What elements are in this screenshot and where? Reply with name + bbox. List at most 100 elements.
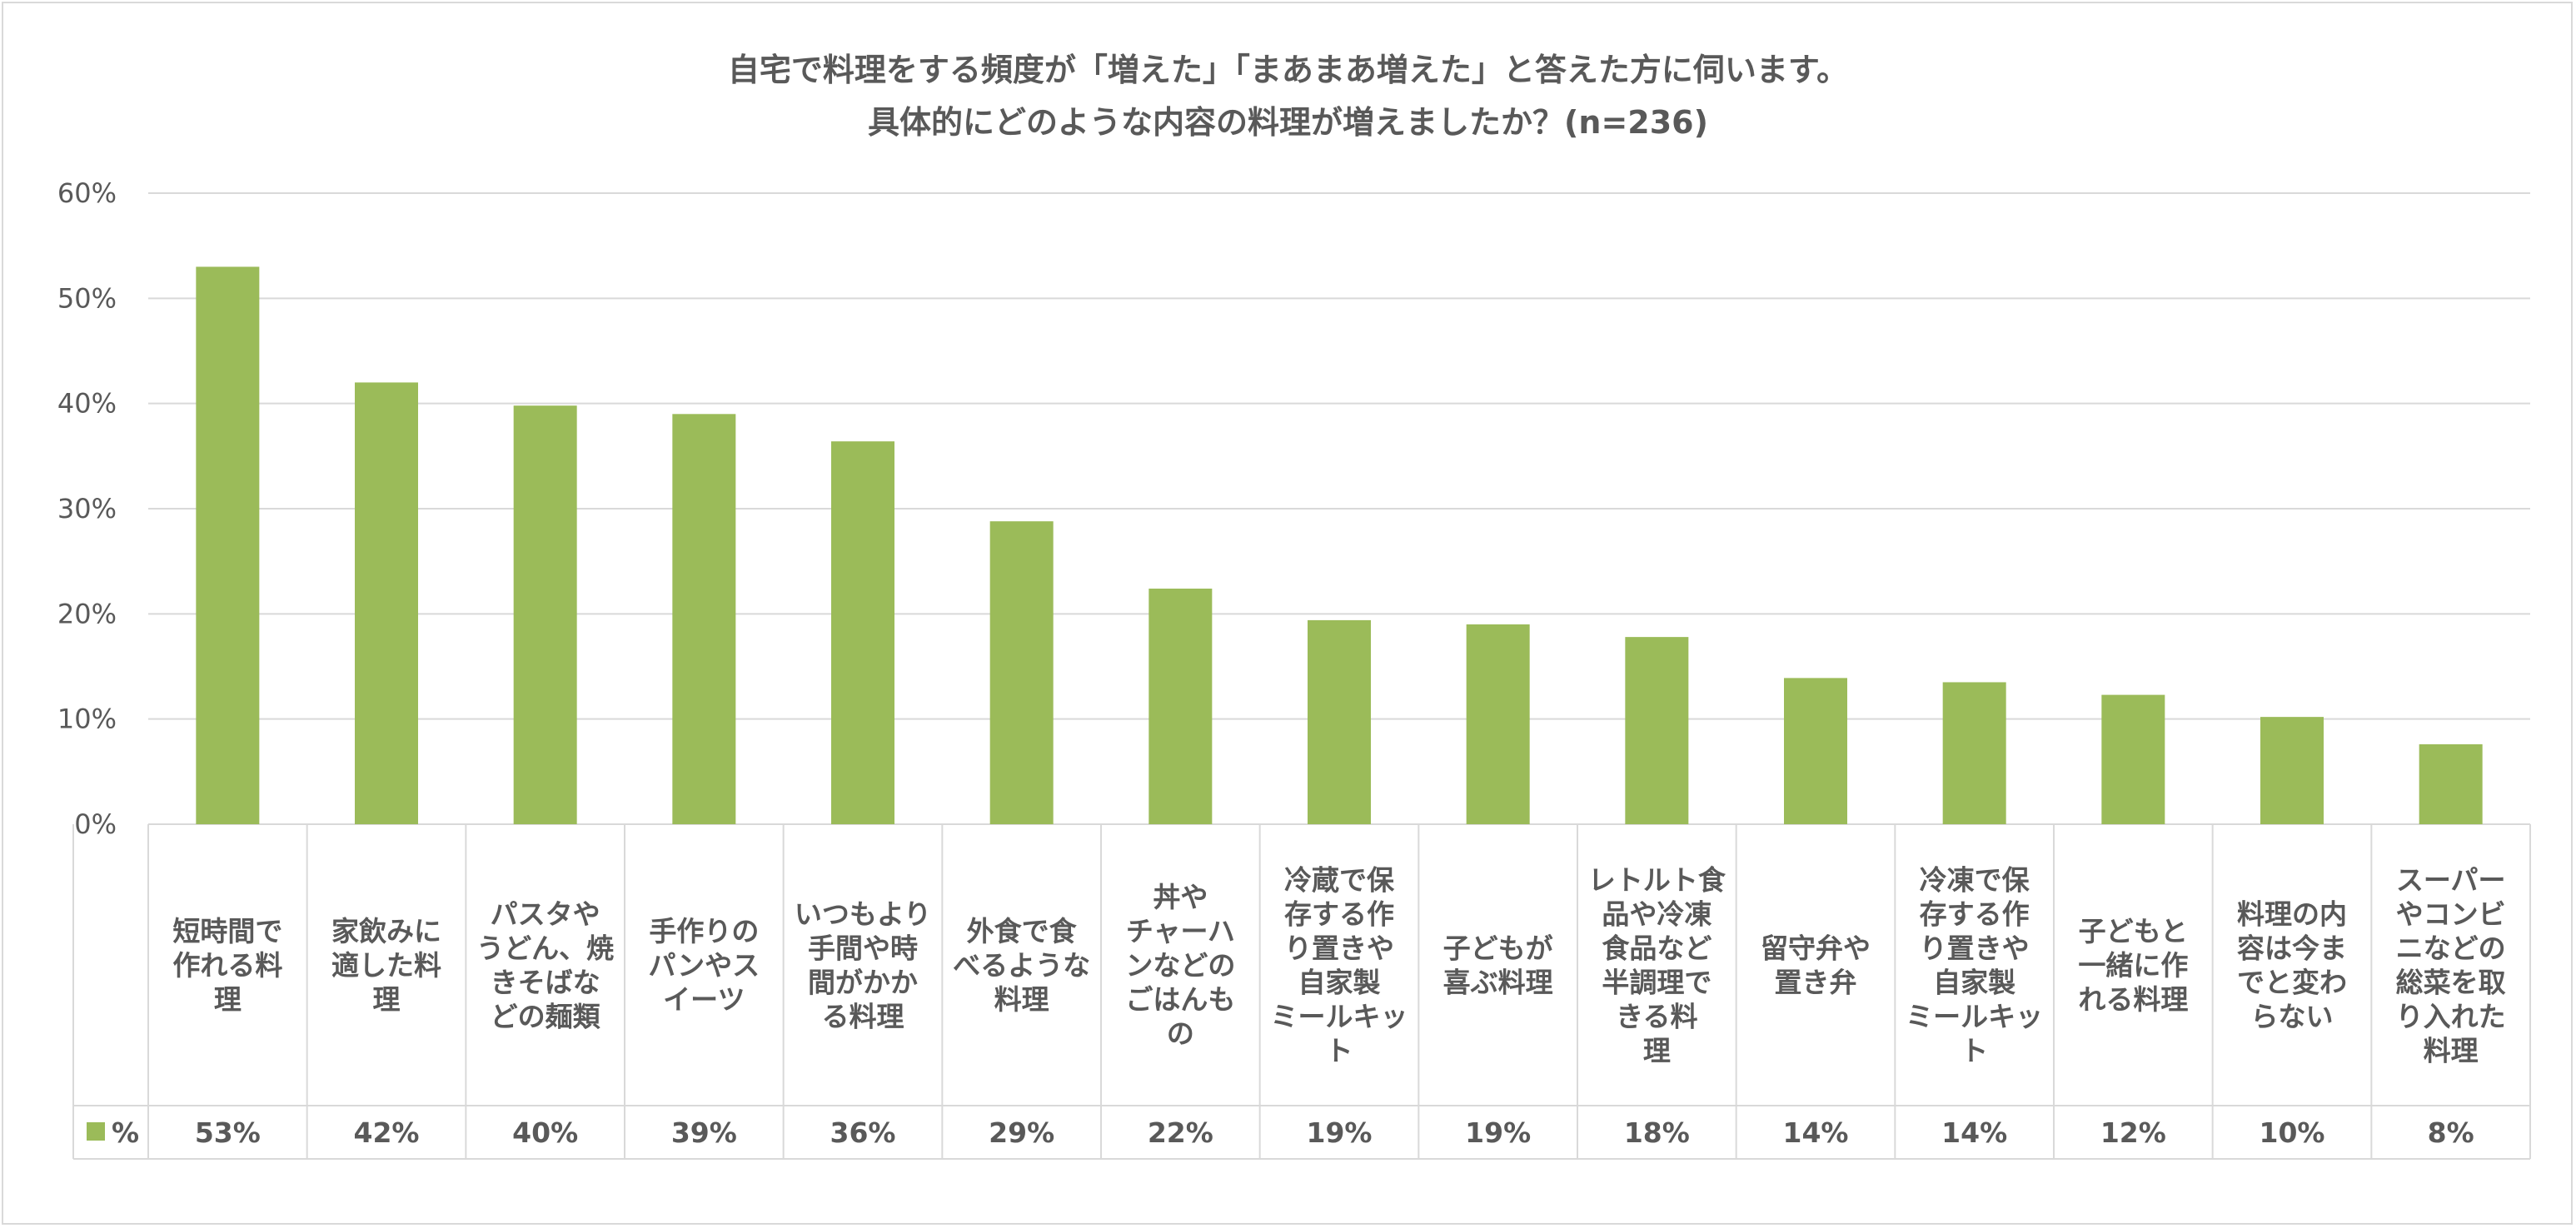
category-label: 料理 xyxy=(994,983,1049,1016)
category-label: ト xyxy=(1326,1035,1353,1067)
data-label: 39% xyxy=(671,1116,737,1149)
y-tick-label: 30% xyxy=(57,493,117,525)
category-label: うどん、焼 xyxy=(476,932,614,965)
category-label: れる料理 xyxy=(2078,983,2188,1016)
data-label: 29% xyxy=(989,1116,1054,1149)
category-label: 存する作 xyxy=(1920,898,2030,931)
category-label: 総菜を取 xyxy=(2396,967,2506,999)
category-label: 料理の内 xyxy=(2237,898,2347,931)
category-label: でと変わ xyxy=(2237,967,2347,999)
category-label: 半調理で xyxy=(1602,967,1712,999)
bar xyxy=(2260,717,2324,824)
category-label: の xyxy=(1167,1017,1194,1050)
bar xyxy=(831,441,894,824)
category-label: 品や冷凍 xyxy=(1602,898,1712,931)
category-label: り入れた xyxy=(2396,1001,2506,1033)
category-label: 手作りの xyxy=(649,915,759,947)
category-label: 理 xyxy=(1643,1035,1671,1067)
category-label: パスタや xyxy=(491,898,600,931)
category-label: ミールキッ xyxy=(1271,1001,1408,1033)
category-label: 丼や xyxy=(1153,881,1208,913)
chart-title-line1: 自宅で料理をする頻度が「増えた」「まあまあ増えた」と答えた方に伺います。 xyxy=(727,52,1849,88)
data-label: 8% xyxy=(2428,1116,2474,1149)
data-label: 18% xyxy=(1624,1116,1690,1149)
category-label: レトルト食 xyxy=(1588,864,1726,897)
category-label: 子どもと xyxy=(2079,915,2188,947)
category-label: 留守弁や xyxy=(1761,932,1871,965)
category-label: どの麺類 xyxy=(491,1001,601,1033)
category-label: きる料 xyxy=(1616,1001,1697,1033)
category-label: 短時間で xyxy=(172,915,282,947)
category-label: 理 xyxy=(214,983,242,1016)
category-label: 一緒に作 xyxy=(2078,949,2188,982)
category-label: 理 xyxy=(373,983,401,1016)
bar xyxy=(513,405,577,824)
category-label: 冷凍で保 xyxy=(1920,864,2030,897)
category-label: 料理 xyxy=(2424,1035,2479,1067)
bar xyxy=(196,266,260,824)
category-label: ニなどの xyxy=(2396,932,2506,965)
chart-title-line2: 具体的にどのような内容の料理が増えましたか？(n=236) xyxy=(868,104,1708,141)
category-label: スーパー xyxy=(2396,864,2506,897)
bar xyxy=(1942,682,2006,824)
data-label: 19% xyxy=(1465,1116,1531,1149)
data-label: 10% xyxy=(2260,1116,2325,1149)
category-label: パンやス xyxy=(649,949,760,982)
data-label: 22% xyxy=(1148,1116,1213,1149)
category-label: らない xyxy=(2251,1001,2334,1033)
bar xyxy=(2101,694,2165,824)
category-label: 容は今ま xyxy=(2237,932,2347,965)
data-label: 19% xyxy=(1307,1116,1373,1149)
y-tick-label: 10% xyxy=(57,703,117,735)
bar xyxy=(989,521,1054,824)
bar xyxy=(672,414,736,824)
category-label: ごはんも xyxy=(1125,983,1235,1016)
category-label: 喜ぶ料理 xyxy=(1443,967,1553,999)
category-label: 作れる料 xyxy=(172,949,282,982)
y-tick-label: 0% xyxy=(74,808,117,840)
category-label: り置きや xyxy=(1284,932,1394,965)
category-label: イーツ xyxy=(663,983,745,1016)
category-label: チャーハ xyxy=(1126,915,1235,947)
category-label: やコンビ xyxy=(2396,898,2506,931)
category-label: 食品など xyxy=(1602,932,1712,965)
category-label: ミールキッ xyxy=(1906,1001,2043,1033)
category-label: 置き弁 xyxy=(1775,967,1857,999)
data-label: 53% xyxy=(195,1116,261,1149)
data-label: 14% xyxy=(1941,1116,2007,1149)
bar xyxy=(1308,619,1371,824)
data-label: 40% xyxy=(512,1116,578,1149)
data-label: 14% xyxy=(1783,1116,1849,1149)
data-label: 12% xyxy=(2100,1116,2166,1149)
category-label: べるような xyxy=(953,949,1090,982)
category-label: 存する作 xyxy=(1284,898,1394,931)
bar xyxy=(1466,624,1530,824)
category-label: 間がかか xyxy=(808,967,918,999)
bar xyxy=(1784,678,1847,824)
category-label: 冷蔵で保 xyxy=(1284,864,1395,897)
category-label: ト xyxy=(1961,1035,1988,1067)
legend-label: % xyxy=(112,1116,139,1149)
bar xyxy=(1148,589,1213,824)
bar xyxy=(355,382,418,824)
y-tick-label: 40% xyxy=(57,388,117,420)
category-label: 自家製 xyxy=(1933,967,2015,999)
legend-swatch xyxy=(87,1122,105,1141)
category-label: 手間や時 xyxy=(808,932,918,965)
y-tick-label: 60% xyxy=(57,177,117,209)
category-label: 子どもが xyxy=(1443,932,1553,965)
category-label: ンなどの xyxy=(1125,949,1235,982)
category-label: きそばな xyxy=(491,967,600,999)
category-label: る料理 xyxy=(822,1001,904,1033)
data-label: 36% xyxy=(830,1116,896,1149)
category-label: いつもより xyxy=(795,898,931,931)
bar xyxy=(1625,637,1689,824)
data-label: 42% xyxy=(354,1116,420,1149)
y-tick-label: 50% xyxy=(57,282,117,314)
category-label: 自家製 xyxy=(1298,967,1381,999)
category-label: り置きや xyxy=(1920,932,2030,965)
bar xyxy=(2419,743,2483,824)
category-label: 家飲みに xyxy=(331,915,441,947)
